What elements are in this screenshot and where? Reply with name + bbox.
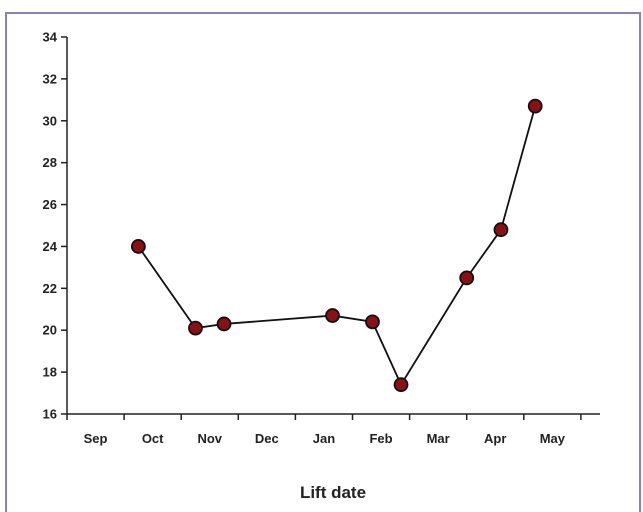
x-tick-label: Sep: [84, 431, 108, 446]
data-point: [459, 270, 475, 286]
y-tick-label: 18: [43, 365, 57, 380]
data-point: [393, 377, 409, 393]
data-point: [325, 308, 340, 323]
y-tick-label: 16: [43, 407, 57, 422]
x-tick-label: Mar: [427, 431, 450, 446]
y-tick-label: 34: [43, 30, 58, 45]
x-tick-label: May: [540, 431, 566, 446]
x-tick-label: Feb: [369, 431, 392, 446]
x-tick-label: Oct: [142, 431, 164, 446]
figure-frame: [5, 12, 641, 512]
x-tick-label: Apr: [484, 431, 506, 446]
x-tick-label: Dec: [255, 431, 279, 446]
y-tick-label: 22: [43, 281, 57, 296]
data-point: [188, 320, 203, 336]
y-tick-label: 24: [43, 239, 58, 254]
data-point: [527, 98, 543, 114]
y-tick-label: 26: [43, 197, 57, 212]
series-line: [137, 105, 537, 387]
y-tick-label: 32: [43, 71, 57, 86]
data-point: [365, 314, 380, 330]
x-tick-label: Nov: [197, 431, 222, 446]
data-point: [216, 316, 232, 332]
x-axis-title: Lift date: [300, 483, 366, 502]
y-tick-label: 20: [43, 323, 57, 338]
data-point: [130, 239, 146, 254]
y-tick-label: 30: [43, 113, 57, 128]
y-tick-label: 28: [43, 155, 57, 170]
y-axis: 16 18 20 22 24 26 28 30 32 34: [43, 30, 68, 422]
x-tick-label: Jan: [313, 431, 335, 446]
x-axis: Sep Oct Nov Dec Jan Feb Mar Apr May: [66, 413, 600, 446]
data-point: [493, 222, 509, 238]
series-layer: [130, 98, 543, 393]
